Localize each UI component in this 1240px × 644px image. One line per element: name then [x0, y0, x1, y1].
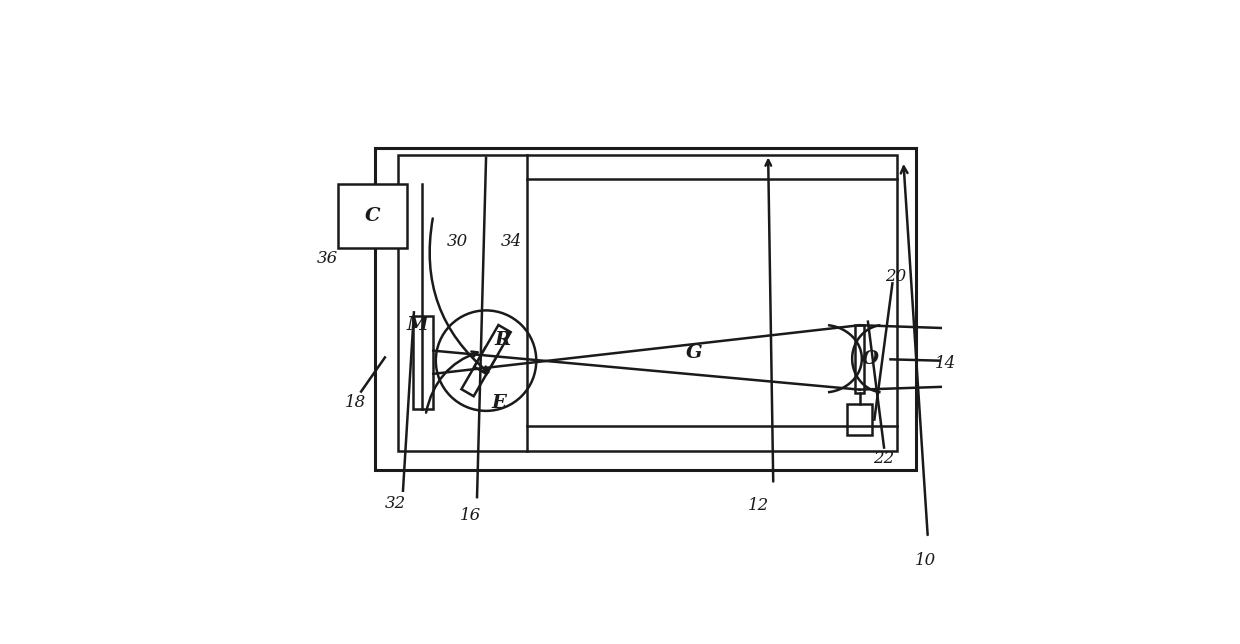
Text: 22: 22: [873, 450, 895, 467]
Bar: [398, 155, 897, 451]
Text: 32: 32: [386, 495, 407, 512]
Text: 12: 12: [748, 497, 769, 514]
Text: 18: 18: [345, 394, 367, 411]
Text: 20: 20: [885, 269, 906, 285]
Text: E: E: [491, 393, 506, 412]
Text: 34: 34: [501, 233, 522, 250]
Text: 36: 36: [316, 251, 337, 267]
Text: O: O: [862, 350, 878, 368]
Text: M: M: [407, 316, 428, 334]
Text: 10: 10: [915, 552, 936, 569]
Text: R: R: [495, 331, 511, 349]
Bar: [474, 325, 511, 374]
Text: 30: 30: [448, 233, 469, 250]
Bar: [376, 148, 916, 470]
Bar: [461, 347, 497, 396]
Text: 14: 14: [935, 355, 956, 372]
Text: G: G: [686, 344, 702, 362]
Text: C: C: [365, 207, 381, 225]
Bar: [413, 316, 433, 409]
Bar: [847, 404, 872, 435]
Bar: [856, 325, 864, 393]
Bar: [339, 184, 408, 248]
Text: 16: 16: [460, 507, 481, 524]
